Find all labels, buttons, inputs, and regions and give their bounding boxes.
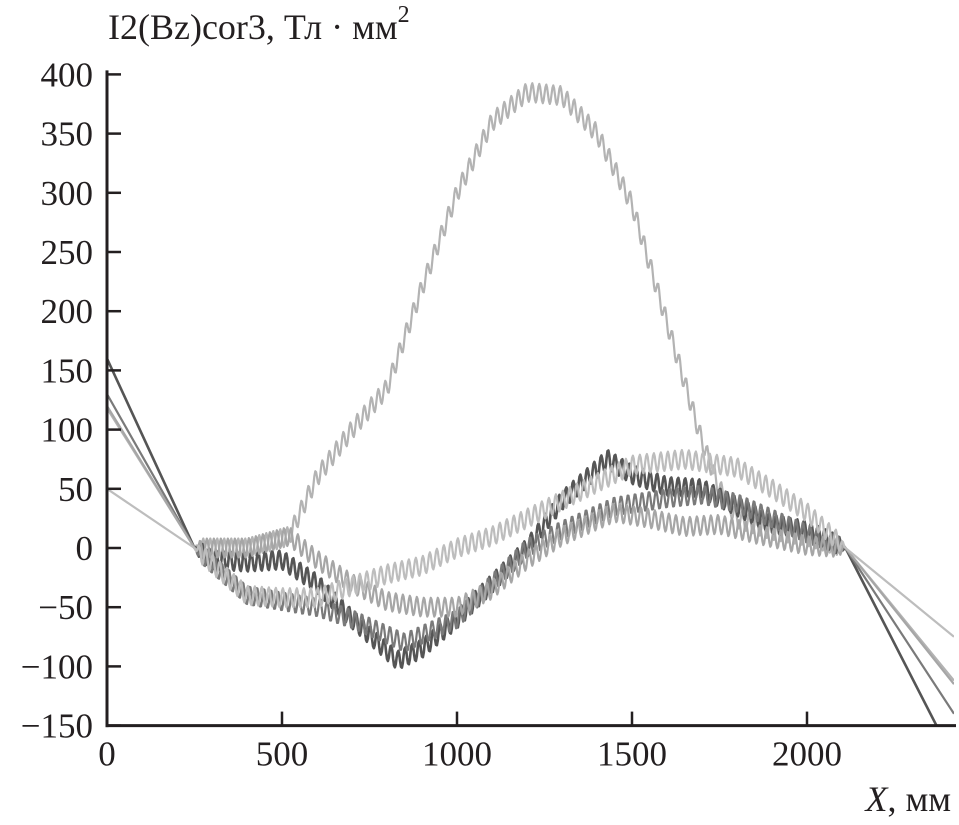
x-tick-label: 0 (98, 735, 116, 774)
y-axis-label-superscript: 2 (397, 2, 410, 28)
y-tick-label: 150 (41, 351, 94, 390)
x-axis-label: X, мм (865, 778, 951, 820)
y-tick-label: 0 (76, 529, 94, 568)
series-line-curve-4 (107, 405, 954, 685)
y-tick-label: 350 (41, 115, 94, 154)
y-axis-label-text: I2(Bz)cor3, Тл · мм (108, 7, 398, 47)
series-line-curve-5 (107, 448, 954, 638)
y-tick-label: −100 (21, 647, 93, 686)
x-tick-label: 500 (256, 735, 309, 774)
y-tick-label: −50 (38, 588, 93, 627)
y-tick-label: 250 (41, 233, 94, 272)
x-tick-label: 1000 (422, 735, 492, 774)
x-axis-label-variable: X (865, 779, 888, 819)
x-tick-label: 2000 (772, 735, 842, 774)
y-axis-label: I2(Bz)cor3, Тл · мм2 (108, 2, 410, 48)
x-axis-label-unit: , мм (887, 779, 951, 819)
y-tick-label: 200 (41, 292, 94, 331)
y-tick-label: 300 (41, 174, 94, 213)
y-tick-label: 100 (41, 411, 94, 450)
x-tick-label: 1500 (597, 735, 667, 774)
y-tick-label: 50 (58, 470, 93, 509)
y-tick-label: 400 (41, 55, 94, 94)
y-tick-label: −150 (21, 707, 93, 746)
